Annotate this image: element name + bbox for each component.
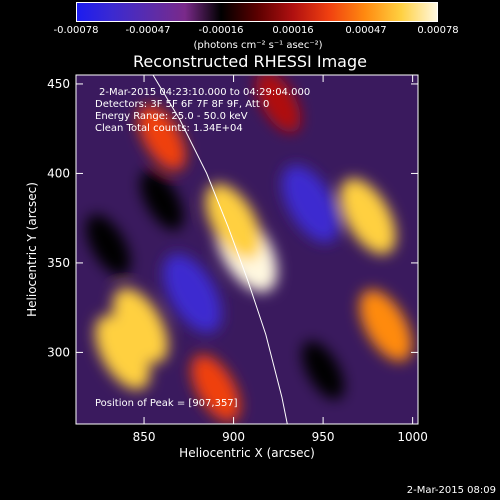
solar-limb-line: [152, 75, 288, 424]
colorbar-tick: -0.00047: [125, 25, 171, 36]
y-tick-label: 350: [47, 256, 70, 270]
colorbar: [76, 2, 438, 22]
heatmap-feature: [163, 253, 222, 333]
x-tick-label: 900: [222, 430, 245, 444]
y-tick-label: 300: [47, 345, 70, 359]
peak-position-label: Position of Peak = [907,357]: [95, 398, 238, 409]
heatmap-feature: [205, 183, 262, 260]
heatmap-feature: [140, 170, 184, 231]
heatmap-feature: [256, 75, 301, 133]
x-tick-label: 1000: [397, 430, 428, 444]
heatmap-feature: [191, 354, 241, 422]
detectors-label: Detectors: 3F 5F 6F 7F 8F 9F, Att 0: [95, 99, 270, 110]
clean-counts-label: Clean Total counts: 1.34E+04: [95, 123, 243, 134]
chart-title: Reconstructed RHESSI Image: [133, 52, 367, 71]
heatmap-image: [76, 75, 418, 424]
x-tick-label: 950: [312, 430, 335, 444]
y-tick-label: 400: [47, 166, 70, 180]
plot-frame: [75, 74, 419, 425]
x-tick-label: 850: [133, 430, 156, 444]
timestamp: 2-Mar-2015 08:09: [406, 485, 496, 496]
heatmap-feature: [95, 315, 151, 390]
heatmap-feature: [339, 178, 396, 255]
heatmap-feature: [112, 288, 169, 364]
colorbar-unit-label: (photons cm⁻² s⁻¹ asec⁻²): [193, 40, 323, 51]
time-range-label: 2-Mar-2015 04:23:10.000 to 04:29:04.000: [99, 87, 311, 98]
energy-range-label: Energy Range: 25.0 - 50.0 keV: [95, 111, 248, 122]
heatmap-feature: [137, 104, 186, 171]
heatmap-feature: [86, 214, 131, 276]
heatmap-feature: [281, 165, 340, 243]
heatmap-feature: [359, 289, 413, 362]
y-tick-label: 450: [47, 77, 70, 91]
x-axis-label: Heliocentric X (arcsec): [179, 446, 315, 460]
colorbar-tick: -0.00016: [198, 25, 244, 36]
colorbar-gradient: [77, 3, 437, 21]
y-axis-label: Heliocentric Y (arcsec): [25, 182, 39, 317]
colorbar-tick: 0.00047: [345, 25, 387, 36]
colorbar-tick: 0.00016: [272, 25, 314, 36]
colorbar-tick: 0.00078: [417, 25, 459, 36]
heatmap-feature: [302, 341, 345, 400]
colorbar-tick: -0.00078: [53, 25, 99, 36]
